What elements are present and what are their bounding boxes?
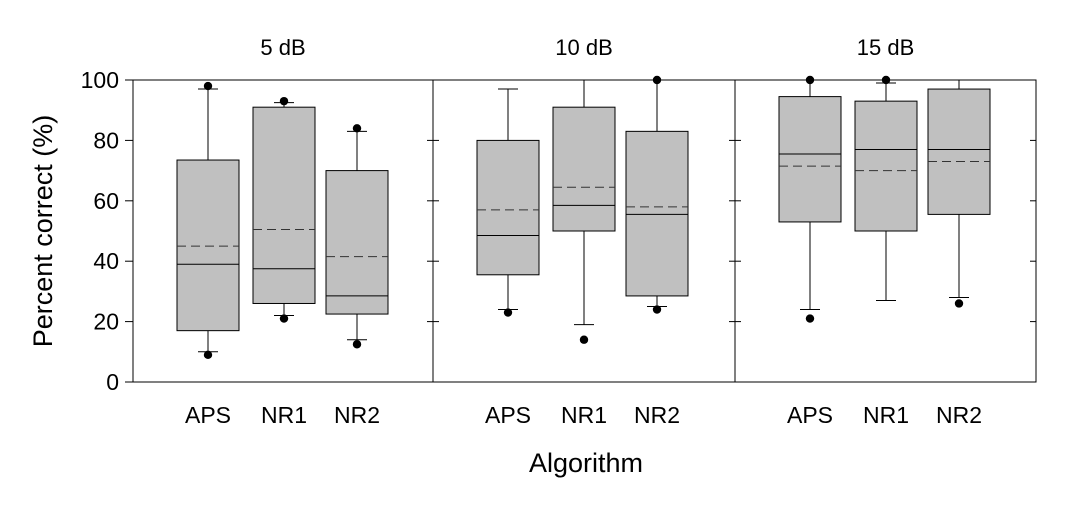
x-axis-label: Algorithm — [529, 448, 643, 478]
panel-3: 15 dB APS NR1 NR2 — [734, 35, 1037, 428]
iqr-box — [778, 96, 842, 223]
y-tick-label: 20 — [93, 309, 119, 335]
y-tick-label: 100 — [81, 67, 119, 93]
x-tick-label: APS — [787, 402, 833, 428]
outlier-point — [352, 340, 362, 349]
box-nr1: NR1 — [252, 96, 316, 428]
x-tick-label: NR1 — [261, 402, 307, 428]
x-tick-label: APS — [185, 402, 231, 428]
x-tick-label: NR2 — [634, 402, 680, 428]
iqr-box — [325, 170, 389, 315]
outlier-point — [805, 314, 815, 323]
outlier-point — [352, 124, 362, 133]
x-tick-label: NR2 — [334, 402, 380, 428]
iqr-box — [176, 159, 240, 332]
box-nr1: NR1 — [854, 75, 918, 428]
y-tick-label: 80 — [93, 127, 119, 153]
x-tick-label: NR2 — [936, 402, 982, 428]
box-aps: APS — [176, 81, 240, 428]
outlier-point — [579, 335, 589, 344]
iqr-box — [854, 100, 918, 232]
outlier-point — [503, 308, 513, 317]
outlier-point — [881, 75, 891, 85]
y-axis: 0 20 40 60 80 100 — [81, 67, 133, 395]
panel-title: 5 dB — [260, 35, 305, 60]
box-nr2: NR2 — [325, 124, 389, 428]
box-aps: APS — [476, 88, 540, 428]
iqr-box — [252, 106, 316, 304]
x-tick-label: APS — [485, 402, 531, 428]
x-tick-label: NR1 — [561, 402, 607, 428]
panels-layer: 5 dB APS NR1 NR2 10 dB APS NR1 NR2 15 dB APS NR1 NR… — [132, 35, 1037, 428]
outlier-point — [652, 75, 662, 85]
iqr-box — [625, 130, 689, 297]
iqr-box — [927, 88, 991, 215]
box-nr2: NR2 — [625, 75, 689, 428]
iqr-box — [476, 139, 540, 276]
panel-title: 15 dB — [857, 35, 915, 60]
outlier-point — [203, 350, 213, 360]
panel-1: 5 dB APS NR1 NR2 — [132, 35, 434, 428]
y-tick-label: 60 — [93, 188, 119, 214]
x-tick-label: NR1 — [863, 402, 909, 428]
box-nr1: NR1 — [552, 79, 616, 428]
panel-2: 10 dB APS NR1 NR2 — [432, 35, 736, 428]
y-axis-label: Percent correct (%) — [28, 115, 58, 348]
outlier-point — [279, 96, 289, 106]
y-tick-label: 40 — [93, 248, 119, 274]
outlier-point — [805, 75, 815, 85]
outlier-point — [203, 81, 213, 91]
box-nr2: NR2 — [927, 79, 991, 428]
panel-title: 10 dB — [555, 35, 613, 60]
outlier-point — [652, 305, 662, 314]
y-tick-label: 0 — [106, 369, 119, 395]
box-aps: APS — [778, 75, 842, 428]
iqr-box — [552, 106, 616, 232]
outlier-point — [279, 314, 289, 323]
outlier-point — [954, 299, 964, 308]
